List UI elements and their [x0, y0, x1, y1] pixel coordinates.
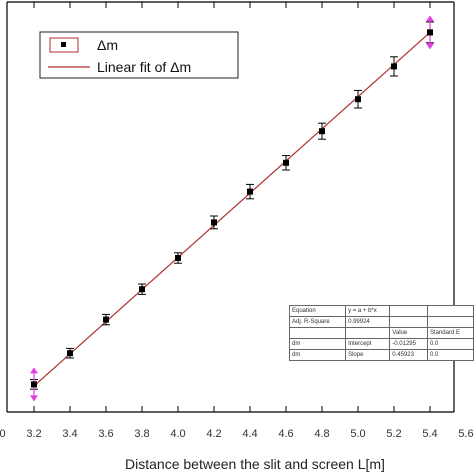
data-point: [391, 63, 397, 70]
data-point: [319, 128, 325, 135]
fit-table-row: Adj. R-Square 0.99924: [288, 316, 474, 328]
fit-line-layer: [33, 31, 431, 387]
x-tick-label: 4.8: [314, 428, 329, 440]
x-tick-label: 4.6: [278, 428, 293, 440]
highlight-marker-layer: [30, 15, 434, 402]
highlight-arrow-up: [426, 15, 434, 22]
highlight-arrow-up: [30, 367, 38, 374]
legend-entry-data: Δm: [97, 37, 118, 53]
data-point: [283, 159, 289, 166]
fit-table-cell: 0.0: [426, 338, 474, 350]
fit-table-row: dm Intercept -0.01295 0.0: [288, 338, 474, 350]
legend: Δm Linear fit of Δm: [39, 31, 239, 79]
highlight-point: [31, 381, 37, 388]
fit-table-cell: 0.99924: [345, 316, 391, 328]
data-point: [175, 255, 181, 261]
fit-table-row: dm Slope 0.45923 0.0: [288, 349, 474, 361]
fit-table-row: Value Standard E: [288, 327, 474, 339]
fit-table-cell: [389, 305, 428, 317]
fit-results-table: Equation y = a + b*x Adj. R-Square 0.99924 V…: [288, 305, 474, 361]
fit-table-cell: 0.0: [426, 349, 474, 361]
x-tick-label: 5.0: [350, 428, 365, 440]
x-tick-label: 3.8: [134, 428, 149, 440]
data-point: [139, 286, 145, 293]
fit-table-cell: [389, 316, 428, 328]
x-tick-label: 3.6: [98, 428, 113, 440]
data-point: [103, 316, 109, 323]
fit-table-cell: 0.45923: [389, 349, 428, 361]
fit-table-cell: Standard E: [426, 327, 474, 339]
fit-table-row: Equation y = a + b*x: [288, 305, 474, 317]
fit-table-cell: y = a + b*x: [345, 305, 391, 317]
legend-entry-fit: Linear fit of Δm: [97, 59, 191, 75]
x-tick-label: 4.0: [170, 428, 185, 440]
fit-table-cell: Intercept: [345, 338, 391, 350]
fit-table-cell: Slope: [345, 349, 391, 361]
fit-table-cell: Adj. R-Square: [288, 316, 347, 328]
fit-line: [33, 31, 431, 387]
data-point: [247, 188, 253, 195]
x-tick-label: 5.6: [458, 428, 473, 440]
highlight-point: [427, 29, 433, 36]
x-tick-label: 3.4: [62, 428, 77, 440]
fit-table-cell: [345, 327, 391, 339]
legend-marker-square: [61, 42, 66, 47]
x-tick-label: 5.4: [422, 428, 437, 440]
fit-table-cell: [288, 327, 347, 339]
x-tick-label: 5.2: [386, 428, 401, 440]
legend-marker-frame: [49, 37, 79, 53]
x-tick-label: 3.2: [26, 428, 41, 440]
data-point: [67, 350, 73, 357]
fit-table-cell: dm: [288, 349, 347, 361]
highlight-arrow-down: [30, 395, 38, 402]
x-axis-title: Distance between the slit and screen L[m…: [125, 456, 385, 472]
data-point: [211, 219, 217, 226]
data-point: [355, 96, 361, 103]
fit-table-cell: Value: [389, 327, 428, 339]
axes-frame: [6, 1, 455, 413]
fit-table-cell: [426, 316, 474, 328]
x-tick-label: 4.2: [206, 428, 221, 440]
x-tick-label: 4.4: [242, 428, 257, 440]
x-tick-label: 3.0: [0, 428, 6, 440]
fit-table-cell: [426, 305, 474, 317]
fit-table-cell: -0.01295: [389, 338, 428, 350]
fit-table-cell: Equation: [288, 305, 347, 317]
x-tick-layer: 3.0 3.2 3.4 3.6 3.8 4.0 4.2 4.4 4.6 4.8 5.0 5.2 5.4 5…: [0, 2, 474, 440]
fit-table-cell: dm: [288, 338, 347, 350]
highlight-arrow-down: [426, 43, 434, 50]
legend-frame: [39, 31, 239, 79]
